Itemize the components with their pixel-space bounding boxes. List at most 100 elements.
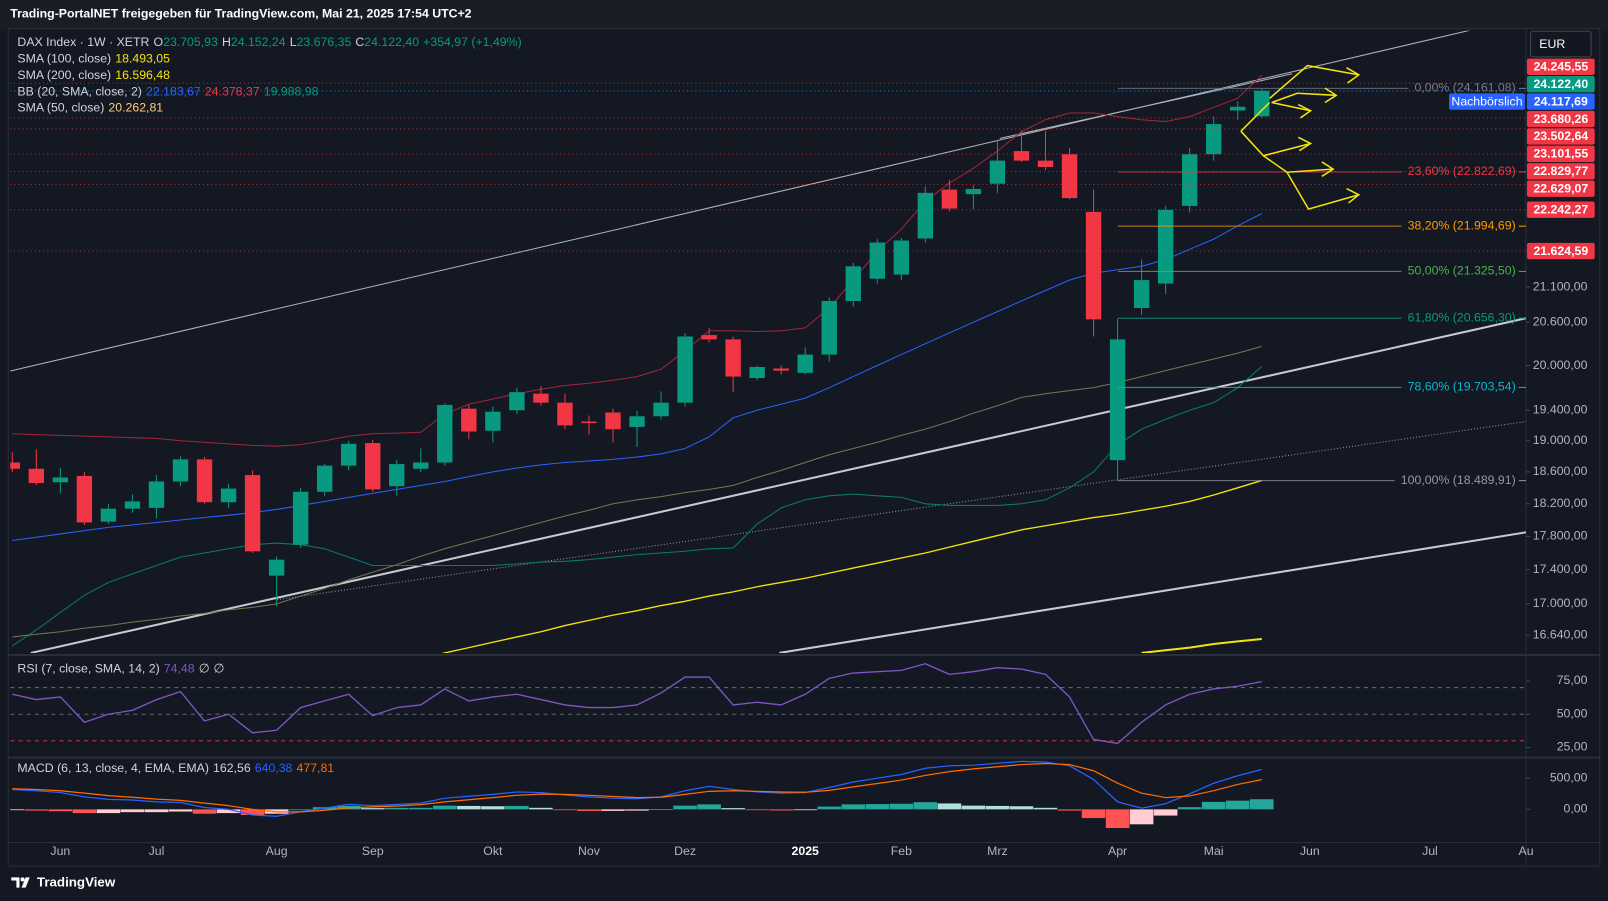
candle-body (605, 412, 621, 430)
trendline (999, 73, 1293, 139)
candle-body (1254, 90, 1270, 117)
macd-histogram-bar (288, 809, 313, 811)
indicator-value: 16.596,48 (115, 67, 170, 83)
logo (11, 876, 30, 888)
macd-histogram-bar (408, 807, 433, 810)
x-tick-label: Au (1519, 844, 1534, 858)
candle-body (1109, 339, 1126, 461)
x-tick-label: Jul (149, 844, 165, 858)
y-tick-label: 20.600,00 (1533, 314, 1588, 328)
candle-body (389, 464, 405, 487)
candle-body (244, 475, 261, 552)
macd-histogram-bar (577, 809, 601, 811)
macd-histogram-bar (216, 809, 241, 814)
arrow (1271, 92, 1337, 104)
axes: 16.640,00 17.000,00 17.400,00 17.800,00 18.2… (50, 58, 1595, 858)
macd-pane (10, 760, 1274, 829)
macd-histogram-bar (1153, 809, 1178, 816)
macd-histogram-bar (529, 807, 553, 810)
arrow-head (1324, 87, 1338, 104)
candle-body (1037, 160, 1054, 168)
arrow (1262, 155, 1334, 173)
rsi-extra: ∅ (198, 661, 210, 676)
change: +354,97 (+1,49%) (423, 34, 522, 50)
top-bar (0, 0, 1608, 29)
legend: DAX Index · 1W · XETR O23.705,93 H24.152,2… (17, 34, 525, 116)
macd-title: MACD (6, 13, close, 4, EMA, EMA) (17, 760, 209, 775)
macd-legend: MACD (6, 13, close, 4, EMA, EMA) 162,56 64… (17, 760, 338, 776)
candle-body (292, 491, 309, 545)
arrow-head (1321, 161, 1335, 177)
candle-body (100, 508, 117, 522)
macd-histogram-bar (937, 803, 962, 810)
session-tag (1449, 93, 1525, 110)
macd-histogram-bar (433, 805, 457, 810)
price-tag (1526, 163, 1595, 180)
candle-body (917, 192, 934, 239)
macd-histogram-bar (1129, 809, 1154, 825)
x-tick-label: Sep (362, 844, 384, 858)
logo-dot (20, 876, 25, 882)
macd-histogram-bar (1201, 801, 1226, 810)
macd-histogram-bar (745, 809, 769, 811)
candle-body (581, 421, 597, 424)
y-tick-label: 17.000,00 (1533, 596, 1588, 610)
y-tick-label: 500,00 (1550, 770, 1588, 784)
candle-body (701, 335, 717, 340)
candle-body (821, 300, 837, 355)
candle-body (1205, 124, 1222, 155)
price-tag (1526, 128, 1595, 145)
arrow (1271, 101, 1311, 112)
price-tag (1526, 145, 1595, 163)
candle-body (1133, 280, 1150, 309)
price-tag (1526, 93, 1595, 110)
indicator-row: SMA (200, close) 16.596,48 (17, 67, 525, 83)
overlay-line (12, 213, 1263, 542)
drawings (10, 30, 1526, 653)
macd-histogram-bar (625, 809, 649, 811)
price-tag (1526, 180, 1595, 197)
candle-body (533, 393, 549, 403)
indicator-name: BB (20, SMA, close, 2) (17, 84, 142, 99)
macd-histogram-bar (120, 809, 145, 813)
indicator-value: 18.493,05 (115, 51, 170, 66)
signal-line (12, 762, 1262, 813)
arrow (1240, 130, 1311, 157)
currency-button[interactable]: EUR (1530, 30, 1592, 58)
brand: TradingView (36, 874, 116, 890)
ohlc-value: 23.676,35 (296, 34, 352, 50)
x-tick-label: Okt (483, 844, 503, 858)
macd-histogram-bar (961, 805, 986, 810)
x-tick-label: Jul (1422, 844, 1438, 858)
candle-body (316, 465, 333, 492)
overlay-line (441, 479, 1262, 653)
macd-histogram-bar (889, 803, 914, 810)
candle-body (845, 266, 861, 301)
price-tag-label: 23.502,64 (1533, 129, 1588, 143)
trendline (276, 421, 1526, 601)
arrow-head (1346, 66, 1361, 84)
candle-body (172, 459, 189, 482)
overlay-line (12, 365, 1263, 647)
macd-histogram-bar (769, 809, 793, 811)
price-tag (1526, 58, 1595, 75)
indicator-row: BB (20, SMA, close, 2) 22.183,67 24.378,37… (17, 83, 525, 99)
fib-label: 0,00% (24.161,08) (1414, 81, 1515, 95)
macd-histogram-bar (553, 809, 577, 811)
main-pane (10, 74, 1526, 653)
x-tick-label: Nov (578, 844, 601, 858)
indicator-name: SMA (200, close) (17, 67, 112, 83)
fib-label: 100,00% (18.489,91) (1401, 473, 1516, 487)
symbol: DAX Index · 1W · XETR (17, 34, 150, 50)
overlay-line (12, 345, 1262, 638)
ohlc-key: L (289, 34, 297, 50)
macd-histogram-bar (985, 805, 1010, 810)
macd-histogram-bar (240, 809, 265, 815)
y-tick-label: 0,00 (1564, 802, 1588, 816)
macd-histogram-bar (673, 805, 697, 810)
candle-body (1085, 211, 1102, 320)
macd-histogram-bar (913, 802, 938, 810)
price-tag-label: 23.101,55 (1533, 147, 1588, 161)
x-tick-label: Dez (674, 844, 696, 858)
